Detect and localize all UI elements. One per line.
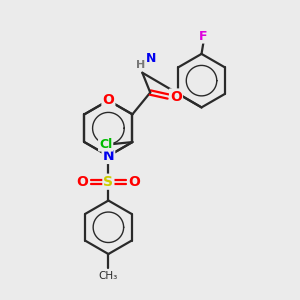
Text: H: H [136, 60, 145, 70]
Text: F: F [199, 30, 208, 43]
Text: N: N [103, 149, 114, 163]
Text: N: N [146, 52, 156, 65]
Text: S: S [103, 175, 113, 189]
Text: O: O [103, 94, 114, 107]
Text: Cl: Cl [99, 138, 112, 151]
Text: O: O [128, 175, 140, 189]
Text: O: O [77, 175, 88, 189]
Text: O: O [170, 89, 182, 103]
Text: CH₃: CH₃ [99, 271, 118, 281]
